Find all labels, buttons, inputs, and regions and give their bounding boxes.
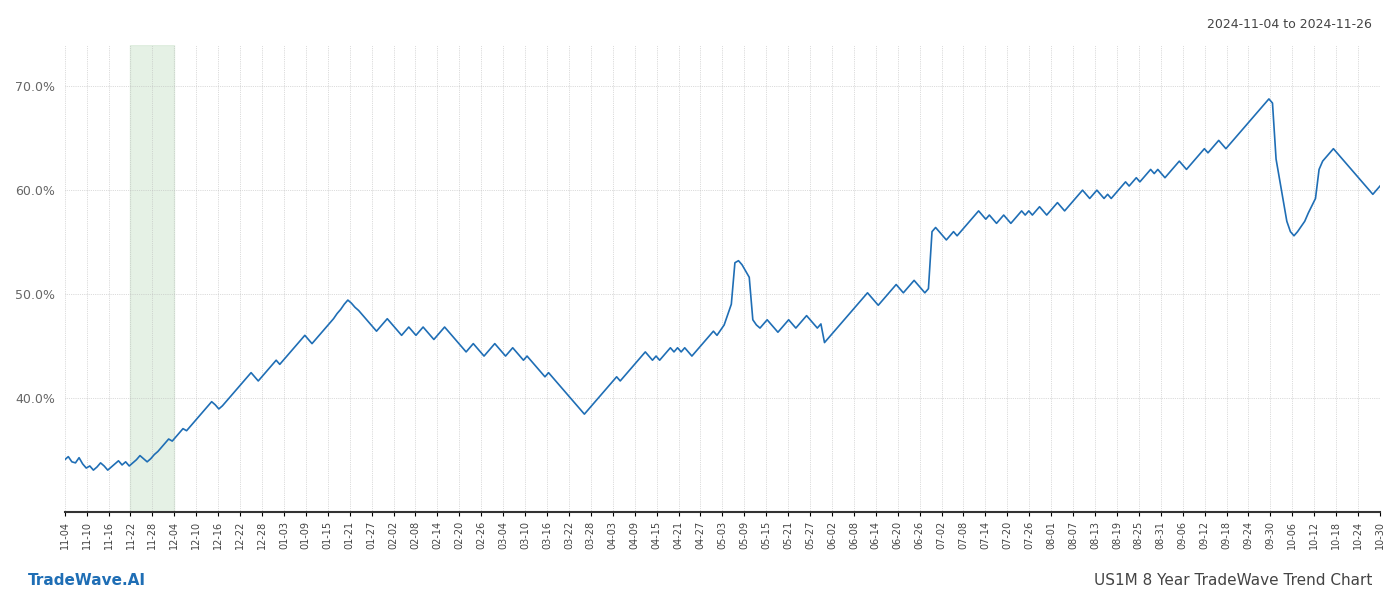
Text: TradeWave.AI: TradeWave.AI — [28, 573, 146, 588]
Text: US1M 8 Year TradeWave Trend Chart: US1M 8 Year TradeWave Trend Chart — [1093, 573, 1372, 588]
Text: 2024-11-04 to 2024-11-26: 2024-11-04 to 2024-11-26 — [1207, 18, 1372, 31]
Bar — [130, 45, 175, 512]
